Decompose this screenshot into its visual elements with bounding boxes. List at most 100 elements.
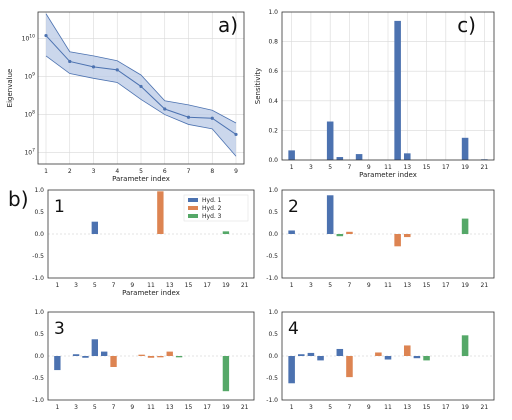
eigenvalue-point — [44, 33, 48, 38]
x-tick-label: 3 — [309, 164, 313, 171]
bar — [355, 154, 363, 160]
bar — [91, 339, 99, 356]
y-tick-label: -0.5 — [266, 253, 278, 260]
x-tick-label: 21 — [481, 282, 489, 289]
bar — [288, 150, 295, 160]
x-tick-label: 7 — [348, 282, 352, 289]
legend-entry: Hyd. 3 — [202, 213, 222, 220]
y-tick-label: -1.0 — [266, 397, 278, 404]
x-tick-label: 2 — [68, 168, 72, 175]
x-axis-label: Parameter index — [359, 171, 417, 179]
y-tick-label: -0.5 — [266, 375, 278, 382]
band-lower-line — [45, 55, 237, 157]
x-tick-label: 17 — [203, 404, 211, 411]
legend-entry: Hyd. 2 — [202, 205, 222, 212]
bar — [138, 354, 145, 356]
eigenvalue-point — [115, 68, 119, 72]
x-tick-label: 9 — [367, 164, 371, 171]
x-tick-label: 9 — [234, 168, 238, 175]
bar — [326, 195, 334, 234]
bar — [461, 335, 469, 356]
bar — [288, 230, 295, 234]
x-tick-label: 7 — [348, 404, 352, 411]
y-tick-label: 0.8 — [268, 39, 278, 46]
x-tick-label: 7 — [112, 404, 116, 411]
plot-frame — [47, 311, 255, 401]
x-tick-label: 7 — [112, 282, 116, 289]
x-tick-label: 3 — [309, 404, 313, 411]
bar — [297, 354, 305, 356]
y-tick-label: 0.6 — [268, 68, 278, 75]
y-tick-label: 1010 — [22, 34, 36, 43]
chart-b4: -1.0-0.50.00.51.01 3 5 7 9 11 13 15 17 19 214 — [266, 309, 495, 411]
eigenvalue-point — [234, 132, 238, 137]
y-tick-label: 0.5 — [268, 331, 278, 338]
bar — [147, 356, 155, 358]
x-tick-label: 13 — [166, 404, 174, 411]
x-tick-label: 11 — [384, 164, 392, 171]
x-tick-label: 7 — [187, 168, 191, 175]
x-tick-label: 6 — [163, 168, 167, 175]
bar — [222, 231, 230, 234]
x-tick-label: 1 — [290, 404, 294, 411]
bar — [394, 234, 401, 247]
y-axis-label: Eigenvalue — [6, 69, 14, 108]
panel-label-a: a) — [218, 13, 238, 37]
x-tick-label: 9 — [367, 282, 371, 289]
bar — [54, 356, 61, 371]
y-tick-label: 0.0 — [268, 231, 278, 238]
y-tick-label: 1.0 — [34, 187, 44, 194]
x-tick-label: 21 — [481, 404, 489, 411]
eigenvalue-point — [91, 65, 96, 69]
x-tick-label: 15 — [185, 404, 193, 411]
plot-frame — [47, 189, 255, 279]
x-tick-label: 9 — [130, 404, 134, 411]
bar — [384, 356, 392, 360]
x-tick-label: 15 — [423, 404, 431, 411]
bar — [403, 153, 411, 160]
y-tick-label: -0.5 — [32, 375, 44, 382]
x-tick-label: 3 — [309, 282, 313, 289]
x-tick-label: 15 — [423, 282, 431, 289]
bar — [157, 191, 164, 234]
y-tick-label: 0.0 — [268, 353, 278, 360]
chart-b3: -1.0-0.50.00.51.01 3 5 7 9 11 13 15 17 19 213 — [32, 309, 255, 411]
chart-c: 0.00.20.40.60.81.01 3 5 7 9 11 13 15 17 19 21Param… — [254, 9, 495, 179]
x-tick-label: 21 — [241, 404, 249, 411]
y-tick-label: 1.0 — [268, 9, 278, 16]
legend-entry: Hyd. 1 — [202, 197, 222, 204]
bar — [326, 121, 334, 160]
y-tick-label: 107 — [24, 148, 35, 157]
panel-number: 4 — [288, 319, 299, 339]
bar — [175, 356, 183, 358]
x-tick-label: 17 — [203, 282, 211, 289]
plot-frame — [281, 311, 495, 401]
y-tick-label: -1.0 — [32, 275, 44, 282]
bar — [288, 356, 295, 384]
x-tick-label: 13 — [403, 282, 411, 289]
y-tick-label: 0.2 — [268, 127, 278, 134]
x-tick-label: 4 — [115, 168, 119, 175]
chart-b2: -1.0-0.50.00.51.01 3 5 7 9 11 13 15 17 19 212 — [266, 187, 495, 289]
eigenvalue-point — [139, 84, 143, 89]
bar — [307, 352, 315, 356]
bar — [346, 356, 353, 378]
x-axis-label: Parameter index — [122, 289, 180, 297]
x-tick-label: 19 — [222, 282, 230, 289]
panel-label-b: b) — [8, 187, 29, 211]
x-tick-label: 1 — [290, 282, 294, 289]
band-upper-line — [45, 13, 237, 124]
bar — [423, 356, 430, 361]
bar — [413, 356, 421, 359]
x-tick-label: 9 — [130, 282, 134, 289]
x-tick-label: 17 — [442, 164, 450, 171]
y-tick-label: 1.0 — [268, 309, 278, 316]
x-tick-label: 5 — [139, 168, 143, 175]
legend-swatch — [188, 206, 198, 210]
y-axis-label: Sensitivity — [254, 68, 262, 104]
x-tick-label: 7 — [348, 164, 352, 171]
bar — [72, 354, 80, 356]
bar — [82, 356, 89, 358]
y-tick-label: 0.0 — [34, 231, 44, 238]
x-tick-label: 11 — [147, 404, 155, 411]
